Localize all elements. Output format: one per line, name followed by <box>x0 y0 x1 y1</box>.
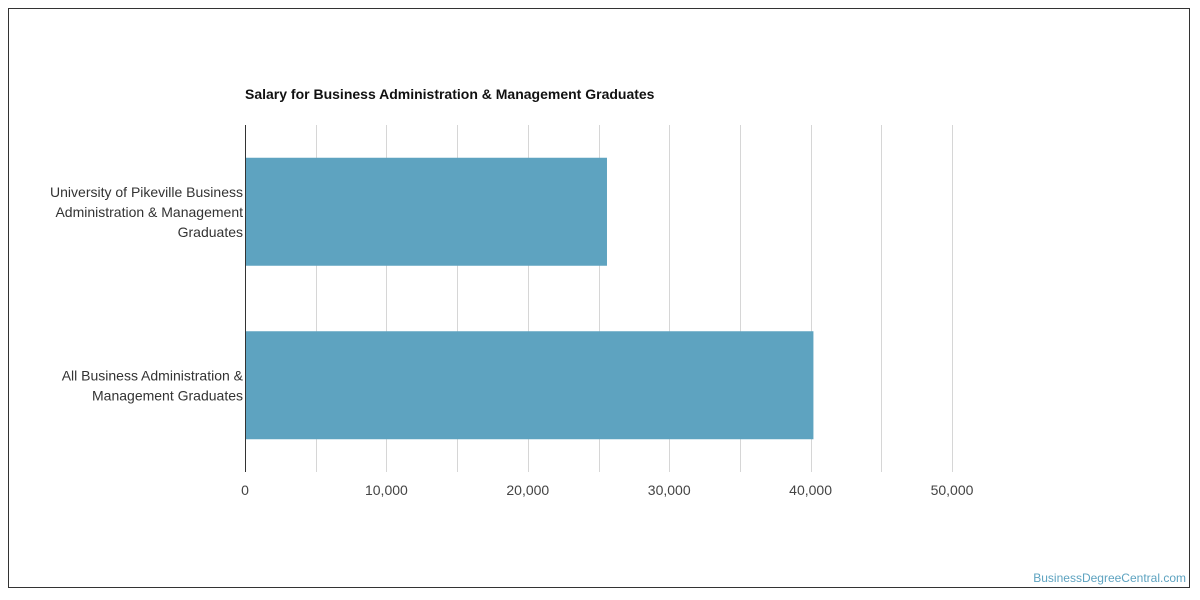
x-tick-label: 50,000 <box>931 482 974 498</box>
bar-0 <box>245 157 607 266</box>
x-tick-label: 20,000 <box>506 482 549 498</box>
bar-1 <box>245 331 814 440</box>
x-tick-label: 10,000 <box>365 482 408 498</box>
x-tick-label: 0 <box>241 482 249 498</box>
chart-frame <box>8 8 1190 588</box>
category-label-0: University of Pikeville Business Administ… <box>50 184 243 240</box>
x-tick-label: 40,000 <box>789 482 832 498</box>
x-tick-label: 30,000 <box>648 482 691 498</box>
x-tick-labels: 0 10,000 20,000 30,000 40,000 50,000 <box>241 482 974 498</box>
chart-title: Salary for Business Administration & Man… <box>245 86 655 102</box>
category-label-1: All Business Administration & Management … <box>62 367 244 403</box>
category-labels: University of Pikeville Business Administ… <box>50 184 244 404</box>
watermark: BusinessDegreeCentral.com <box>1033 571 1186 585</box>
bars <box>245 157 814 440</box>
